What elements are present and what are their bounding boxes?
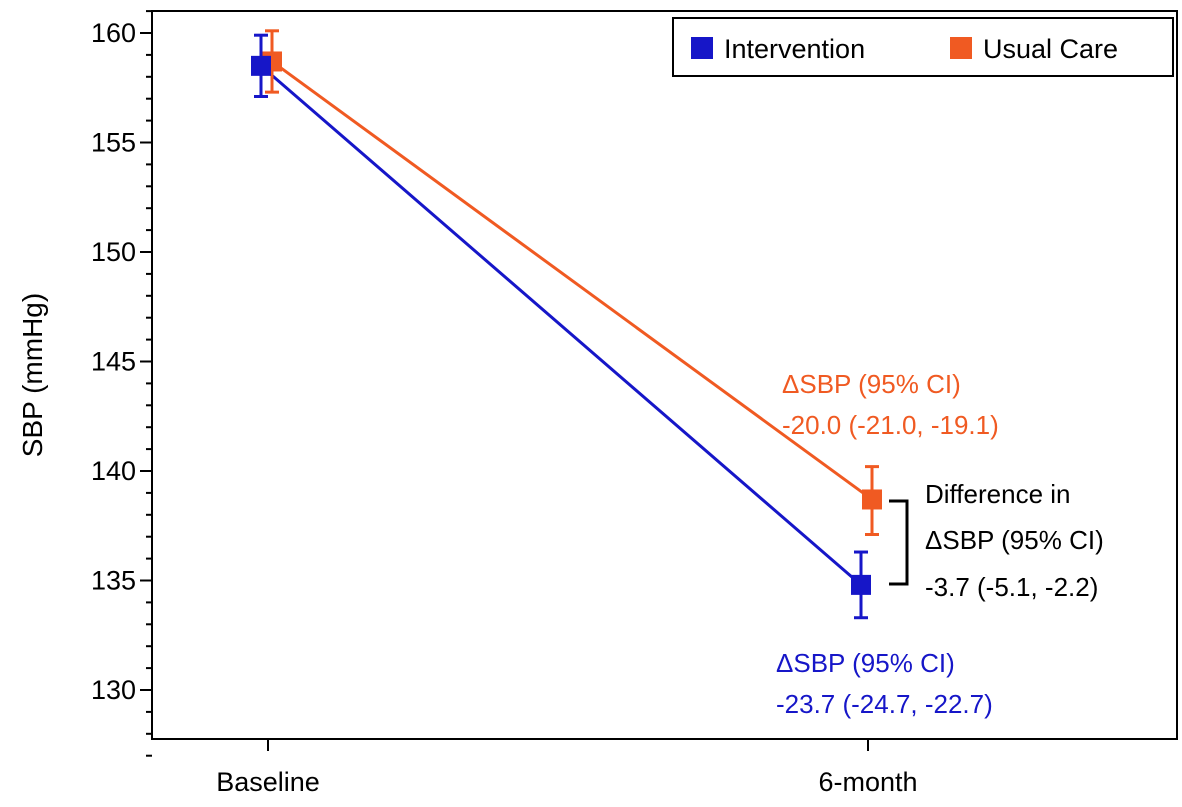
- legend-label-usual-care: Usual Care: [983, 34, 1118, 64]
- plot-area-frame: [151, 10, 1178, 740]
- difference-bracket: [889, 499, 909, 586]
- data-point: [851, 574, 871, 595]
- difference-line-1: Difference in: [925, 479, 1071, 509]
- intervention-change-line-1: ΔSBP (95% CI): [776, 648, 955, 678]
- usual-care-change-line-1: ΔSBP (95% CI): [782, 369, 961, 399]
- legend-swatch-usual-care: [950, 37, 972, 59]
- intervention-change-annotation: ΔSBP (95% CI) -23.7 (-24.7, -22.7): [776, 648, 993, 719]
- legend-swatch-intervention: [691, 37, 713, 59]
- legend-label-intervention: Intervention: [724, 34, 865, 64]
- series-line: [260, 64, 862, 587]
- y-axis-label: SBP (mmHg): [17, 293, 48, 457]
- x-tick-label: 6-month: [818, 767, 917, 797]
- data-point: [862, 489, 882, 510]
- y-tick-label: 140: [91, 456, 136, 486]
- y-axis: 130 135 140 145 150 155 160: [91, 10, 152, 757]
- y-tick-label: 150: [91, 237, 136, 267]
- difference-line-2: ΔSBP (95% CI): [925, 525, 1104, 555]
- x-axis: Baseline 6-month: [216, 739, 918, 797]
- y-tick-label: 160: [91, 18, 136, 48]
- usual-care-change-annotation: ΔSBP (95% CI) -20.0 (-21.0, -19.1): [782, 369, 999, 440]
- series-layer: [251, 29, 882, 620]
- usual-care-change-line-2: -20.0 (-21.0, -19.1): [782, 410, 999, 440]
- y-tick-label: 130: [91, 675, 136, 705]
- legend: Intervention Usual Care: [672, 17, 1174, 77]
- data-point: [251, 55, 271, 76]
- series-line: [271, 60, 873, 501]
- intervention-change-line-2: -23.7 (-24.7, -22.7): [776, 689, 993, 719]
- difference-line-3: -3.7 (-5.1, -2.2): [925, 572, 1098, 602]
- legend-box: [672, 17, 1174, 77]
- difference-annotation: Difference in ΔSBP (95% CI) -3.7 (-5.1, …: [889, 479, 1104, 602]
- y-tick-label: 145: [91, 347, 136, 377]
- x-tick-label: Baseline: [216, 767, 320, 797]
- y-tick-label: 155: [91, 128, 136, 158]
- y-tick-label: 135: [91, 566, 136, 596]
